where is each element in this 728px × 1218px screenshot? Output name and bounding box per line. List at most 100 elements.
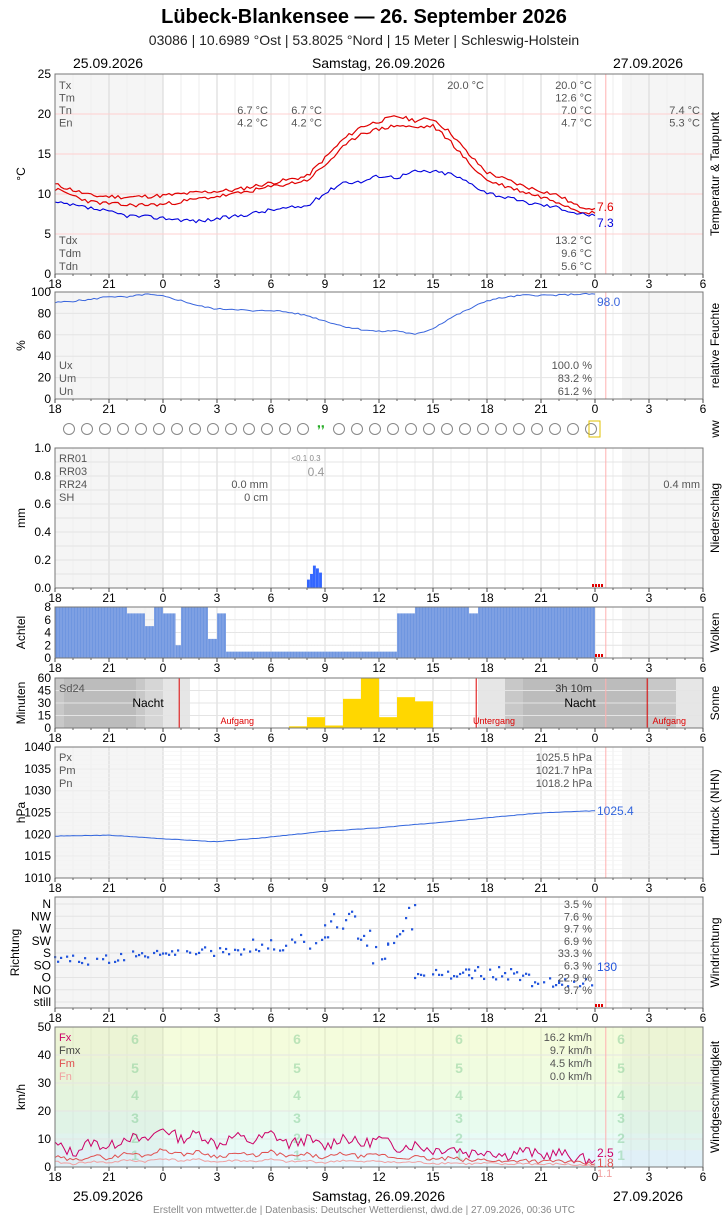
cloud-ylabel: Achtel	[14, 616, 28, 649]
beaufort-band	[55, 1027, 703, 1058]
wdir-point	[366, 944, 369, 947]
wdir-point	[102, 958, 105, 961]
beaufort-band	[55, 1133, 703, 1151]
wdir-label-value: 22.9 %	[558, 973, 592, 985]
wdir-point	[123, 959, 126, 962]
clear-sky-icon	[495, 423, 507, 435]
sun-label-sd24: Sd24	[59, 683, 85, 695]
wdir-xtick-label: 15	[426, 1011, 440, 1025]
rain-xtick-label: 0	[160, 591, 167, 605]
wspd-xtick-label: 6	[268, 1170, 275, 1184]
temp-label-next: 7.4 °C	[669, 105, 700, 117]
dew-label-value: 9.6 °C	[561, 248, 592, 260]
wdir-point	[417, 972, 420, 976]
date-center: Samstag, 26.09.2026	[311, 55, 446, 71]
wdir-label-value: 33.3 %	[558, 948, 592, 960]
wdir-point	[336, 926, 339, 929]
rain-marker	[592, 584, 594, 587]
wdir-point	[414, 903, 417, 907]
clear-sky-icon	[369, 423, 381, 435]
hum-ytick-label: 20	[38, 371, 52, 385]
wdir-point	[516, 971, 519, 974]
wdir-point	[555, 983, 558, 987]
wdir-point	[69, 960, 72, 963]
footer-date-right: 27.09.2026	[613, 1188, 684, 1204]
dew-label-value: 13.2 °C	[555, 235, 592, 247]
dew-label-value: 5.6 °C	[561, 261, 592, 273]
cloud-bar	[244, 651, 397, 658]
wdir-point	[498, 966, 501, 969]
temp-ytick-label: 15	[38, 147, 52, 161]
wdir-point	[168, 953, 171, 956]
wdir-point	[543, 981, 546, 984]
dew-label-name: Tdn	[59, 261, 78, 273]
press-ytick-label: 1025	[24, 806, 51, 820]
press-xtick-label: 3	[214, 881, 221, 895]
rain-xtick-label: 3	[214, 591, 221, 605]
wdir-point	[81, 961, 84, 965]
beaufort-label: 3	[131, 1110, 139, 1126]
wdir-point	[249, 950, 252, 953]
wspd-xtick-label: 9	[322, 1170, 329, 1184]
wspd-ytick-label: 10	[38, 1132, 52, 1146]
clear-sky-icon	[531, 423, 543, 435]
wdir-side-label: Windrichtung	[708, 917, 722, 987]
wdir-point	[396, 935, 399, 938]
temp-xtick-label: 18	[48, 277, 62, 291]
wdir-point	[435, 968, 438, 972]
cloud-xtick-label: 6	[700, 661, 707, 675]
wdir-point	[291, 938, 294, 941]
wdir-point	[531, 985, 534, 988]
wdir-point	[387, 942, 390, 945]
hum-label-name: Ux	[59, 360, 73, 372]
cloud-xtick-label: 9	[322, 661, 329, 675]
beaufort-label: 2	[617, 1130, 625, 1146]
rain-rr03-value: 0.4	[308, 465, 325, 479]
date-left: 25.09.2026	[73, 55, 144, 71]
sun-side-label: Sonne	[708, 685, 722, 720]
wdir-point	[228, 953, 231, 956]
hum-ytick-label: 80	[38, 306, 52, 320]
hum-xtick-label: 6	[268, 402, 275, 416]
hum-xtick-label: 12	[372, 402, 386, 416]
rain-xtick-label: 15	[426, 591, 440, 605]
cloud-bar	[145, 626, 154, 658]
clear-sky-icon	[405, 423, 417, 435]
beaufort-label: 3	[293, 1110, 301, 1126]
sun-xtick-label: 6	[700, 731, 707, 745]
wdir-point	[465, 968, 468, 971]
sunrise-label: Aufgang	[652, 716, 686, 726]
sun-ytick-label: 30	[38, 696, 52, 710]
beaufort-band	[55, 1111, 703, 1134]
wdir-point	[552, 985, 555, 988]
cloud-xtick-label: 12	[372, 661, 386, 675]
press-xtick-label: 21	[102, 881, 116, 895]
wdir-marker	[601, 1004, 603, 1007]
cloud-bar	[217, 613, 226, 658]
temp-label-cur: 20.0 °C	[447, 80, 484, 92]
cloud-ytick-label: 8	[44, 600, 51, 614]
hum-xtick-label: 21	[102, 402, 116, 416]
clear-sky-icon	[279, 423, 291, 435]
wspd-xtick-label: 12	[372, 1170, 386, 1184]
wdir-point	[120, 952, 123, 956]
clear-sky-icon	[477, 423, 489, 435]
page-title: Lübeck-Blankensee — 26. September 2026	[161, 6, 567, 28]
clear-sky-icon	[513, 423, 525, 435]
wdir-point	[324, 936, 327, 939]
wdir-point	[537, 982, 540, 985]
sun-bar	[289, 726, 307, 728]
sun-xtick-label: 21	[534, 731, 548, 745]
wdir-point	[495, 978, 498, 981]
wspd-label-name: Fm	[59, 1058, 75, 1070]
wdir-point	[66, 955, 69, 958]
press-last-value: 1025.4	[597, 804, 634, 818]
temp-xtick-label: 0	[160, 277, 167, 291]
hum-side-label: relative Feuchte	[708, 302, 722, 388]
rain-xtick-label: 12	[372, 591, 386, 605]
hum-ytick-label: 100	[31, 285, 51, 299]
wdir-point	[438, 973, 441, 976]
wdir-point	[561, 983, 564, 986]
wdir-point	[309, 947, 312, 950]
cloud-xtick-label: 18	[480, 661, 494, 675]
